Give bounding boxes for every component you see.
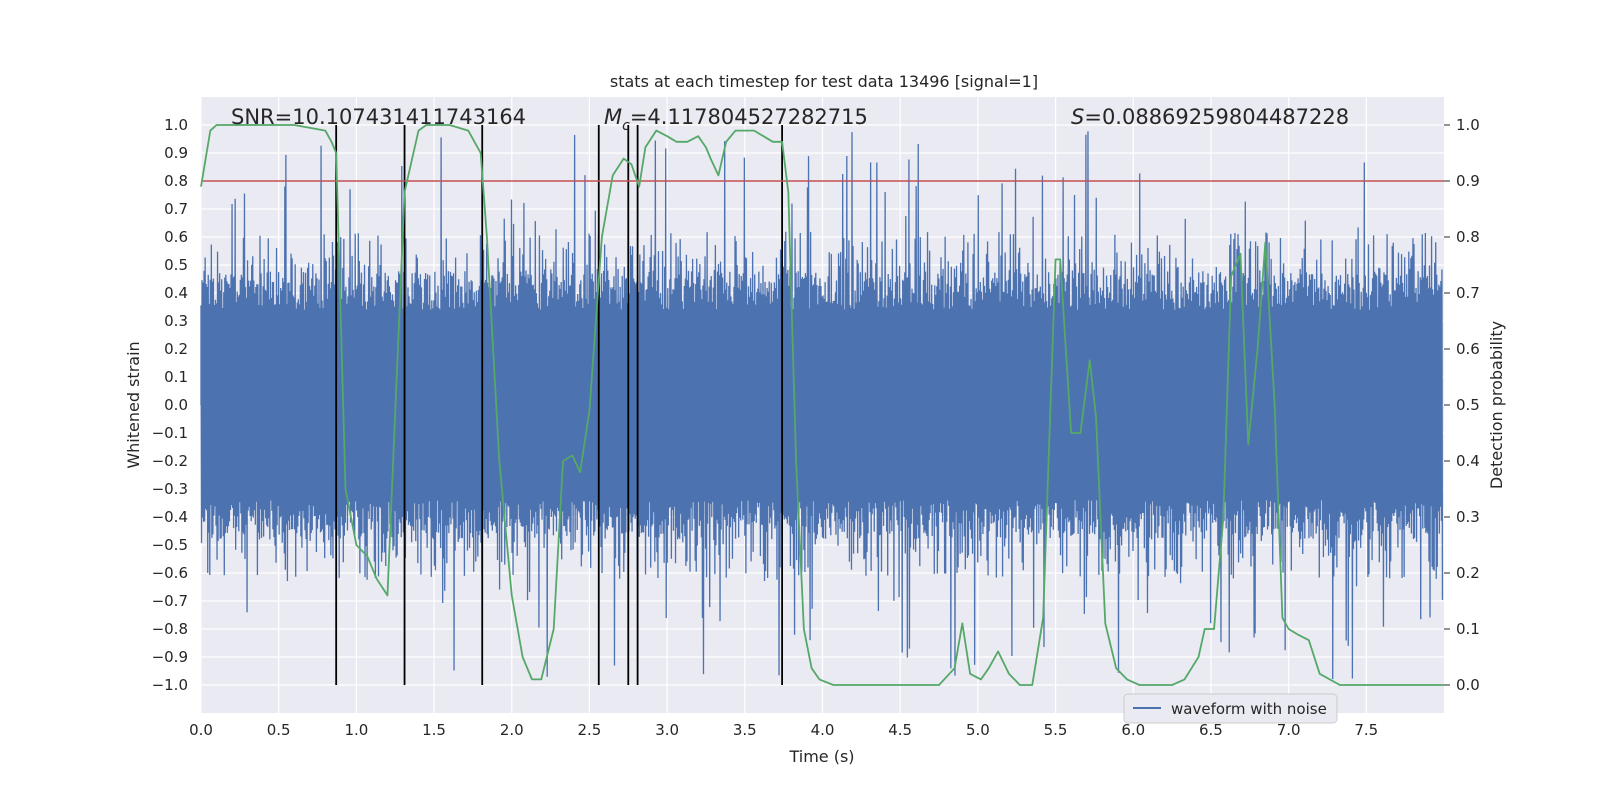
x-tick-label: 6.0 [1121, 721, 1145, 739]
y-tick-label: −0.8 [152, 620, 188, 638]
y-axis-ticks: 1.0 0.9 0.8 0.7 0.6 0.5 0.4 0.3 0.2 0.1 0.0 −0.1 −0.… [152, 116, 188, 694]
y-tick-label: −0.4 [152, 508, 188, 526]
y2-tick-label: 0.4 [1456, 452, 1480, 470]
probability-series [200, 124, 1444, 686]
x-tick-label: 7.5 [1354, 721, 1378, 739]
waveform-series [200, 131, 1444, 680]
y2-tick-label: 0.3 [1456, 508, 1480, 526]
probability-line [200, 124, 1444, 686]
x-tick-label: 0.0 [189, 721, 213, 739]
x-tick-label: 4.0 [811, 721, 835, 739]
x-tick-label: 2.5 [578, 721, 602, 739]
y-tick-label: −0.7 [152, 592, 188, 610]
legend: waveform with noise [1123, 693, 1338, 724]
x-tick-label: 3.5 [733, 721, 757, 739]
chirp-mass-subscript: c [622, 118, 630, 134]
x-tick-label: 3.0 [655, 721, 679, 739]
y-tick-label: −0.6 [152, 564, 188, 582]
y-tick-label: 0.3 [164, 312, 188, 330]
y2-tick-label: 0.8 [1456, 228, 1480, 246]
y2-tick-label: 0.2 [1456, 564, 1480, 582]
y2-tick-label: 0.7 [1456, 284, 1480, 302]
y-tick-label: −0.2 [152, 452, 188, 470]
y2-tick-label: 0.1 [1456, 620, 1480, 638]
y2-tick-label: 0.5 [1456, 396, 1480, 414]
x-tick-label: 7.0 [1277, 721, 1301, 739]
s-value: =0.08869259804487228 [1084, 105, 1349, 129]
y-tick-label: 1.0 [164, 116, 188, 134]
chirp-mass-symbol: M [604, 105, 622, 129]
x-tick-label: 5.5 [1044, 721, 1068, 739]
y2-axis-ticks: 1.0 0.9 0.8 0.7 0.6 0.5 0.4 0.3 0.2 0.1 0.0 [1444, 116, 1480, 694]
x-tick-label: 5.0 [966, 721, 990, 739]
x-tick-label: 6.5 [1199, 721, 1223, 739]
y-tick-label: −1.0 [152, 676, 188, 694]
y-tick-label: 0.0 [164, 396, 188, 414]
y2-axis-label: Detection probability [1487, 321, 1506, 489]
chart-title: stats at each timestep for test data 134… [610, 72, 1038, 91]
y2-tick-label: 0.6 [1456, 340, 1480, 358]
s-annotation: S=0.08869259804487228 [1071, 105, 1349, 129]
y-tick-label: −0.1 [152, 424, 188, 442]
x-tick-label: 4.5 [888, 721, 912, 739]
x-tick-label: 2.0 [500, 721, 524, 739]
y-tick-label: 0.5 [164, 256, 188, 274]
y-tick-label: 0.7 [164, 200, 188, 218]
y-tick-label: 0.6 [164, 228, 188, 246]
y2-tick-label: 1.0 [1456, 116, 1480, 134]
chirp-mass-annotation: Mc=4.117804527282715 [604, 105, 868, 134]
vertical-markers [335, 125, 784, 685]
y2-tick-label: 0.0 [1456, 676, 1480, 694]
legend-box [1123, 693, 1338, 724]
y-tick-label: 0.9 [164, 144, 188, 162]
chirp-mass-value: =4.117804527282715 [630, 105, 868, 129]
y-tick-label: 0.4 [164, 284, 188, 302]
y-tick-label: 0.8 [164, 172, 188, 190]
y-axis-label: Whitened strain [124, 341, 143, 468]
waveform-line [200, 131, 1444, 680]
snr-annotation: SNR=10.107431411743164 [231, 105, 526, 129]
x-tick-label: 1.5 [422, 721, 446, 739]
legend-label: waveform with noise [1171, 700, 1327, 718]
y-tick-label: −0.5 [152, 536, 188, 554]
y-tick-label: −0.3 [152, 480, 188, 498]
x-tick-label: 1.0 [344, 721, 368, 739]
x-axis-ticks: 0.0 0.5 1.0 1.5 2.0 2.5 3.0 3.5 4.0 4.5 5.0 5.5 6.0 6… [189, 721, 1378, 739]
y-tick-label: 0.2 [164, 340, 188, 358]
x-axis-label: Time (s) [788, 747, 854, 766]
x-tick-label: 0.5 [267, 721, 291, 739]
s-symbol: S [1071, 105, 1084, 129]
y-tick-label: −0.9 [152, 648, 188, 666]
y-tick-label: 0.1 [164, 368, 188, 386]
y2-tick-label: 0.9 [1456, 172, 1480, 190]
